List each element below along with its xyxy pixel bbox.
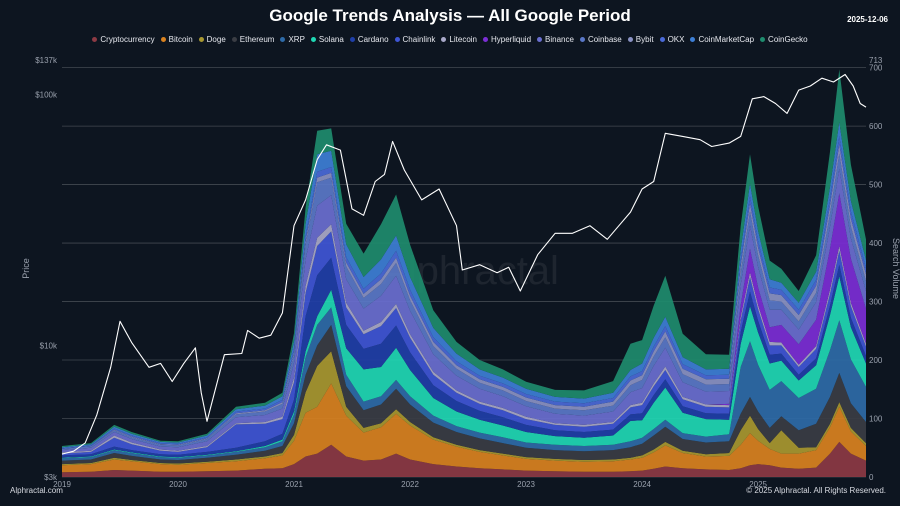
legend-label: Coinbase xyxy=(587,35,622,44)
area-series xyxy=(62,383,866,473)
legend: Cryptocurrency Bitcoin Doge Ethereum XRP Sola… xyxy=(0,35,900,44)
legend-item[interactable]: Cryptocurrency xyxy=(92,35,155,44)
x-tick-label: 2024 xyxy=(633,480,651,489)
legend-swatch xyxy=(579,37,585,43)
x-tick-label: 2023 xyxy=(517,480,535,489)
legend-item[interactable]: Doge xyxy=(198,35,226,44)
area-series xyxy=(62,276,866,459)
legend-label: Bybit xyxy=(635,35,654,44)
legend-swatch xyxy=(690,37,696,43)
legend-swatch xyxy=(198,37,204,43)
price-line xyxy=(61,73,867,455)
chart-title: Google Trends Analysis — All Google Peri… xyxy=(269,6,631,25)
legend-item[interactable]: Binance xyxy=(537,35,574,44)
legend-item[interactable]: Coinbase xyxy=(579,35,622,44)
legend-label: Cardano xyxy=(357,35,389,44)
legend-label: OKX xyxy=(667,35,685,44)
x-tick-label: 2020 xyxy=(169,480,187,489)
y-left-tick-label: $3k xyxy=(44,473,58,482)
area-series xyxy=(62,307,866,461)
y-left-tick-label: $10k xyxy=(40,342,58,351)
legend-label: Chainlink xyxy=(402,35,436,44)
legend-swatch xyxy=(483,37,488,43)
legend-item[interactable]: CoinGecko xyxy=(760,35,808,44)
legend-label: Binance xyxy=(545,35,574,44)
legend-item[interactable]: Litecoin xyxy=(441,35,477,44)
legend-label: Bitcoin xyxy=(168,35,193,44)
legend-item[interactable]: Hyperliquid xyxy=(483,35,531,44)
y-left-tick-label: $137k xyxy=(35,56,58,65)
y-left-tick-label: $100k xyxy=(35,90,58,99)
legend-label: Hyperliquid xyxy=(491,35,532,44)
y-right-axis-label: Search Volume xyxy=(891,238,900,299)
y-right-tick-label: 100 xyxy=(869,415,883,424)
y-right-tick-label: 700 xyxy=(869,64,883,73)
y-right-tick-label: 200 xyxy=(869,356,883,365)
legend-item[interactable]: Cardano xyxy=(349,35,389,44)
legend-label: CoinGecko xyxy=(768,35,808,44)
legend-swatch xyxy=(310,37,316,43)
legend-item[interactable]: CoinMarketCap xyxy=(690,35,754,44)
y-right-tick-label: 400 xyxy=(869,239,883,248)
legend-item[interactable]: Bybit xyxy=(627,35,654,44)
legend-swatch xyxy=(394,37,400,43)
legend-swatch xyxy=(537,37,543,43)
legend-swatch xyxy=(231,37,237,43)
legend-label: Litecoin xyxy=(449,35,477,44)
legend-item[interactable]: Chainlink xyxy=(394,35,436,44)
legend-swatch xyxy=(92,37,98,43)
price-layer xyxy=(61,73,867,455)
area-series xyxy=(62,324,866,465)
legend-swatch xyxy=(160,37,166,43)
legend-swatch xyxy=(627,37,633,43)
chart-date: 2025-12-06 xyxy=(847,15,888,24)
legend-label: Doge xyxy=(206,35,226,44)
legend-swatch xyxy=(441,37,447,43)
x-tick-label: 2022 xyxy=(401,480,419,489)
legend-item[interactable]: Ethereum xyxy=(231,35,275,44)
x-tick-label: 2025 xyxy=(749,480,767,489)
legend-label: CoinMarketCap xyxy=(698,35,755,44)
brand-label: Alphractal.com xyxy=(10,486,63,495)
legend-item[interactable]: Bitcoin xyxy=(160,35,193,44)
y-left-axis-label: Price xyxy=(21,258,31,279)
area-layer xyxy=(62,69,866,477)
y-right-tick-label: 600 xyxy=(869,122,883,131)
x-tick-label: 2019 xyxy=(53,480,71,489)
legend-label: Solana xyxy=(318,35,344,44)
legend-item[interactable]: Solana xyxy=(310,35,344,44)
x-tick-label: 2021 xyxy=(285,480,303,489)
y-right-tick-label: 300 xyxy=(869,298,883,307)
y-right-tick-label: 500 xyxy=(869,181,883,190)
legend-swatch xyxy=(280,37,286,43)
copyright-label: © 2025 Alphractal. All Rights Reserved. xyxy=(746,486,886,495)
y-right-tick-label: 0 xyxy=(869,473,874,482)
legend-swatch xyxy=(349,37,355,43)
legend-swatch xyxy=(659,37,665,43)
legend-item[interactable]: OKX xyxy=(659,35,685,44)
legend-label: Cryptocurrency xyxy=(100,35,155,44)
y-right-tick-label: 713 xyxy=(869,56,883,65)
legend-label: XRP xyxy=(288,35,305,44)
area-series xyxy=(62,441,866,477)
legend-label: Ethereum xyxy=(239,35,275,44)
legend-item[interactable]: XRP xyxy=(280,35,305,44)
legend-swatch xyxy=(760,37,766,43)
